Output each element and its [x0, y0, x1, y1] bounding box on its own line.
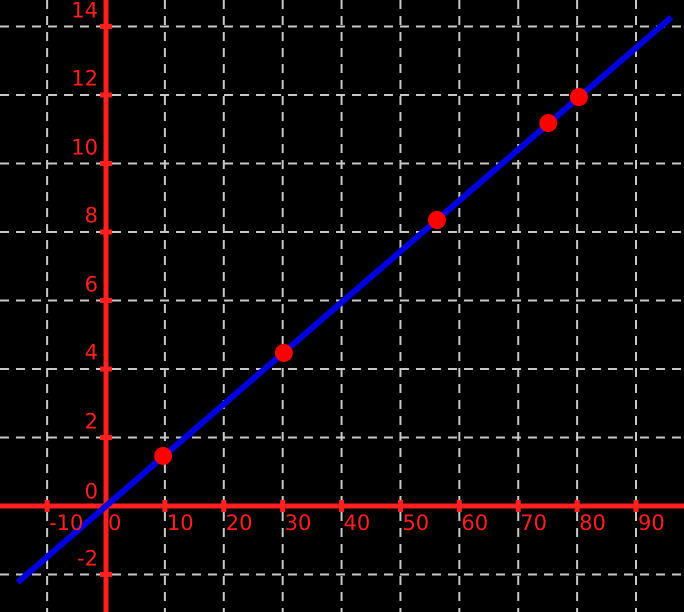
y-tick-label: 4: [84, 340, 98, 365]
y-tick-label: 6: [84, 272, 98, 296]
y-tick-label: 10: [71, 135, 98, 159]
x-tick-label: 70: [520, 511, 547, 535]
y-tick-label: 14: [71, 0, 98, 22]
x-tick-label: 0: [108, 511, 122, 535]
data-point: [427, 211, 446, 230]
data-point: [154, 446, 173, 465]
y-tick-label: -2: [77, 546, 98, 570]
data-point: [274, 343, 293, 362]
x-tick-label: 60: [461, 511, 489, 535]
x-tick-label: 40: [343, 511, 371, 535]
data-point: [569, 88, 588, 107]
x-tick-label: 10: [166, 511, 194, 535]
x-tick-label: 90: [638, 511, 665, 535]
y-tick-label: 12: [71, 66, 98, 91]
x-tick-label: -10: [49, 511, 84, 535]
series-line-fit: [15, 14, 674, 585]
data-point: [539, 114, 558, 133]
x-tick-label: 80: [579, 511, 606, 535]
y-tick-label: 2: [84, 409, 98, 433]
x-tick-label: 30: [284, 511, 312, 535]
y-tick-label: 8: [84, 203, 98, 228]
axis-ticks: [44, 24, 639, 577]
y-tick-label: 0: [84, 479, 98, 504]
x-tick-label: 20: [225, 511, 253, 535]
trend-line: [15, 14, 674, 585]
x-tick-label: 50: [402, 511, 430, 535]
series-scatter-points: [154, 88, 588, 465]
